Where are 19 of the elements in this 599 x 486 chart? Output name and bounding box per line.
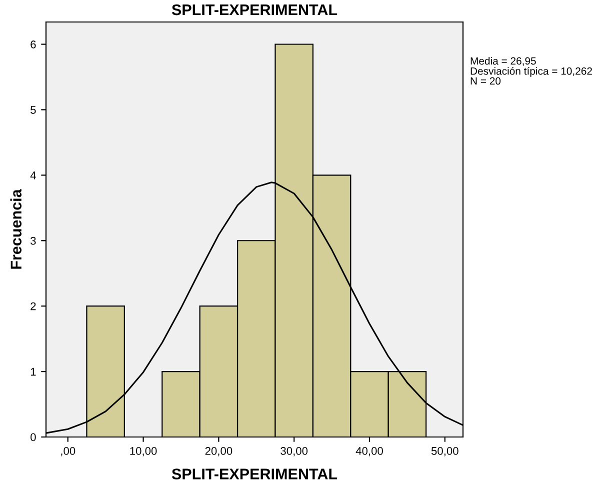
y-tick-label: 0 [30,433,36,442]
x-tick-label: 40,00 [356,447,383,456]
text: Media = 26,95 [470,57,536,66]
x-tick-label: 20,00 [205,447,232,456]
x-tick-label: 50,00 [431,447,458,456]
x-axis-title: SPLIT-EXPERIMENTAL [172,468,338,480]
text: N = 20 [470,77,501,85]
y-axis-title: Frecuencia [10,189,22,269]
y-tick-label: 2 [30,302,36,310]
x-tick-label: 30,00 [280,447,308,456]
chart-title: SPLIT-EXPERIMENTAL [172,4,338,16]
y-tick-label: 3 [30,236,36,245]
y-tick-label: 4 [30,172,36,180]
y-tick-label: 6 [30,40,36,48]
text: Desviación típica = 10,262 [470,67,592,77]
x-tick-label: ,00 [61,447,76,456]
y-tick-label: 5 [30,106,36,114]
x-tick-label: 10,00 [130,447,157,456]
y-tick-label: 1 [30,368,36,376]
